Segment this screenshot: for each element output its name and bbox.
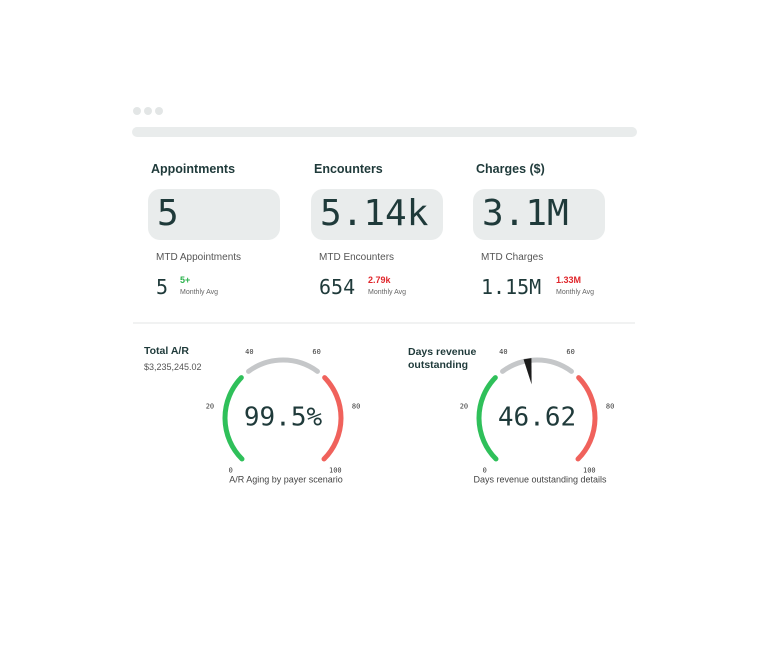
window-dot — [133, 107, 141, 115]
mtd-value: 654 — [319, 275, 356, 299]
kpi-value: 5.14k — [320, 193, 429, 234]
gauge-arc — [321, 375, 344, 462]
gauge-caption: Days revenue outstanding details — [473, 474, 607, 484]
window-dot — [144, 107, 152, 115]
avg-label: Monthly Avg — [556, 289, 595, 296]
gauge-title: Total A/R — [144, 345, 189, 357]
kpi-title: Appointments — [151, 162, 236, 176]
avg-label: Monthly Avg — [180, 289, 219, 296]
gauge-tick-label: 0 — [483, 466, 487, 474]
mtd-label: MTD Appointments — [156, 252, 242, 263]
window-frame — [122, 98, 645, 498]
gauge-arc — [246, 357, 320, 374]
gauge-tick-label: 100 — [583, 466, 596, 474]
mtd-value: 5 — [156, 275, 169, 299]
gauge-tick-label: 20 — [206, 402, 214, 410]
gauge-tick-label: 80 — [352, 402, 360, 410]
gauge-tick-label: 40 — [499, 348, 507, 356]
gauge-needle — [523, 358, 532, 385]
gauge-caption: A/R Aging by payer scenario — [229, 474, 343, 484]
avg-value: 1.33M — [556, 275, 582, 285]
gauge-value: 99.5% — [244, 403, 323, 433]
gauge-tick-label: 100 — [329, 466, 342, 474]
address-bar — [132, 127, 637, 137]
avg-label: Monthly Avg — [368, 289, 407, 296]
gauge-title: Days revenue outstanding — [408, 346, 477, 371]
kpi-card — [473, 189, 605, 240]
kpi-value: 3.1M — [482, 193, 569, 234]
avg-value: 5+ — [180, 275, 191, 285]
gauge-tick-label: 60 — [566, 348, 574, 356]
kpi-card — [148, 189, 280, 240]
gauge-tick-label: 20 — [460, 402, 468, 410]
gauge-subtitle: $3,235,245.02 — [144, 362, 202, 372]
kpi-title: Encounters — [314, 162, 383, 176]
window-dot — [155, 107, 163, 115]
kpi-value: 5 — [157, 193, 179, 234]
gauge-arc — [476, 375, 499, 462]
gauge-arc — [222, 375, 245, 462]
gauge-tick-label: 80 — [606, 402, 614, 410]
gauge-arc — [500, 357, 574, 374]
kpi-card — [311, 189, 443, 240]
gauge-value: 46.62 — [498, 403, 576, 433]
mtd-label: MTD Encounters — [319, 252, 395, 263]
mtd-value: 1.15M — [481, 275, 542, 299]
gauge-arc — [575, 375, 598, 462]
kpi-title: Charges ($) — [476, 162, 545, 176]
gauge-tick-label: 60 — [312, 348, 320, 356]
gauge-tick-label: 40 — [245, 348, 253, 356]
mtd-label: MTD Charges — [481, 252, 544, 263]
gauge-tick-label: 0 — [229, 466, 233, 474]
avg-value: 2.79k — [368, 275, 391, 285]
